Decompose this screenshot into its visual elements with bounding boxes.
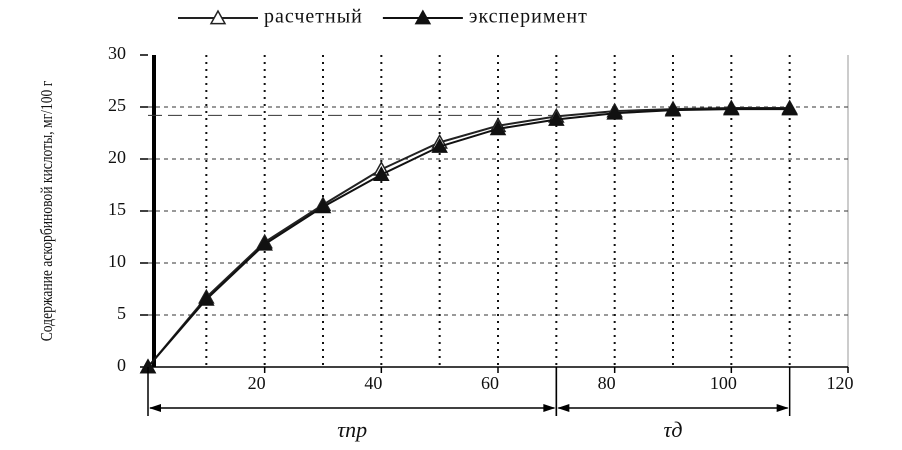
data-point [256,235,273,251]
x-tick-label: 100 [710,373,737,393]
y-tick-label: 30 [108,43,126,63]
series-line [147,108,790,368]
y-tick-label: 0 [117,355,126,375]
series-line [147,107,790,368]
y-tick-label: 25 [108,95,126,115]
y-tick-label: 20 [108,147,126,167]
arrow-head [776,404,789,412]
annotation-label: τпр [337,417,367,442]
legend-label: эксперимент [469,6,588,28]
x-tick-label: 60 [481,373,499,393]
data-point [781,100,798,116]
arrow-head [557,404,570,412]
data-point [723,100,740,116]
data-point [198,290,215,306]
legend-label: расчетный [264,6,363,28]
x-tick-label: 80 [598,373,616,393]
data-point [489,120,507,136]
x-tick-label: 20 [248,373,266,393]
y-tick-label: 5 [117,303,126,323]
y-tick-label: 10 [108,251,126,271]
x-tick-label: 120 [827,373,854,393]
data-point [548,110,565,126]
data-point [431,137,448,153]
arrow-head [149,404,161,412]
legend-marker [414,9,432,25]
x-tick-label: 40 [364,373,382,393]
data-point [664,101,682,117]
legend-marker [209,9,227,25]
y-tick-label: 15 [108,199,126,219]
data-point [373,166,390,181]
arrow-head [543,404,556,412]
data-point [606,104,623,120]
data-point [314,198,332,214]
y-axis-label: Содержание аскорбиновой кислоты, мг/100 … [38,81,57,342]
annotation-label: τд [663,417,682,442]
